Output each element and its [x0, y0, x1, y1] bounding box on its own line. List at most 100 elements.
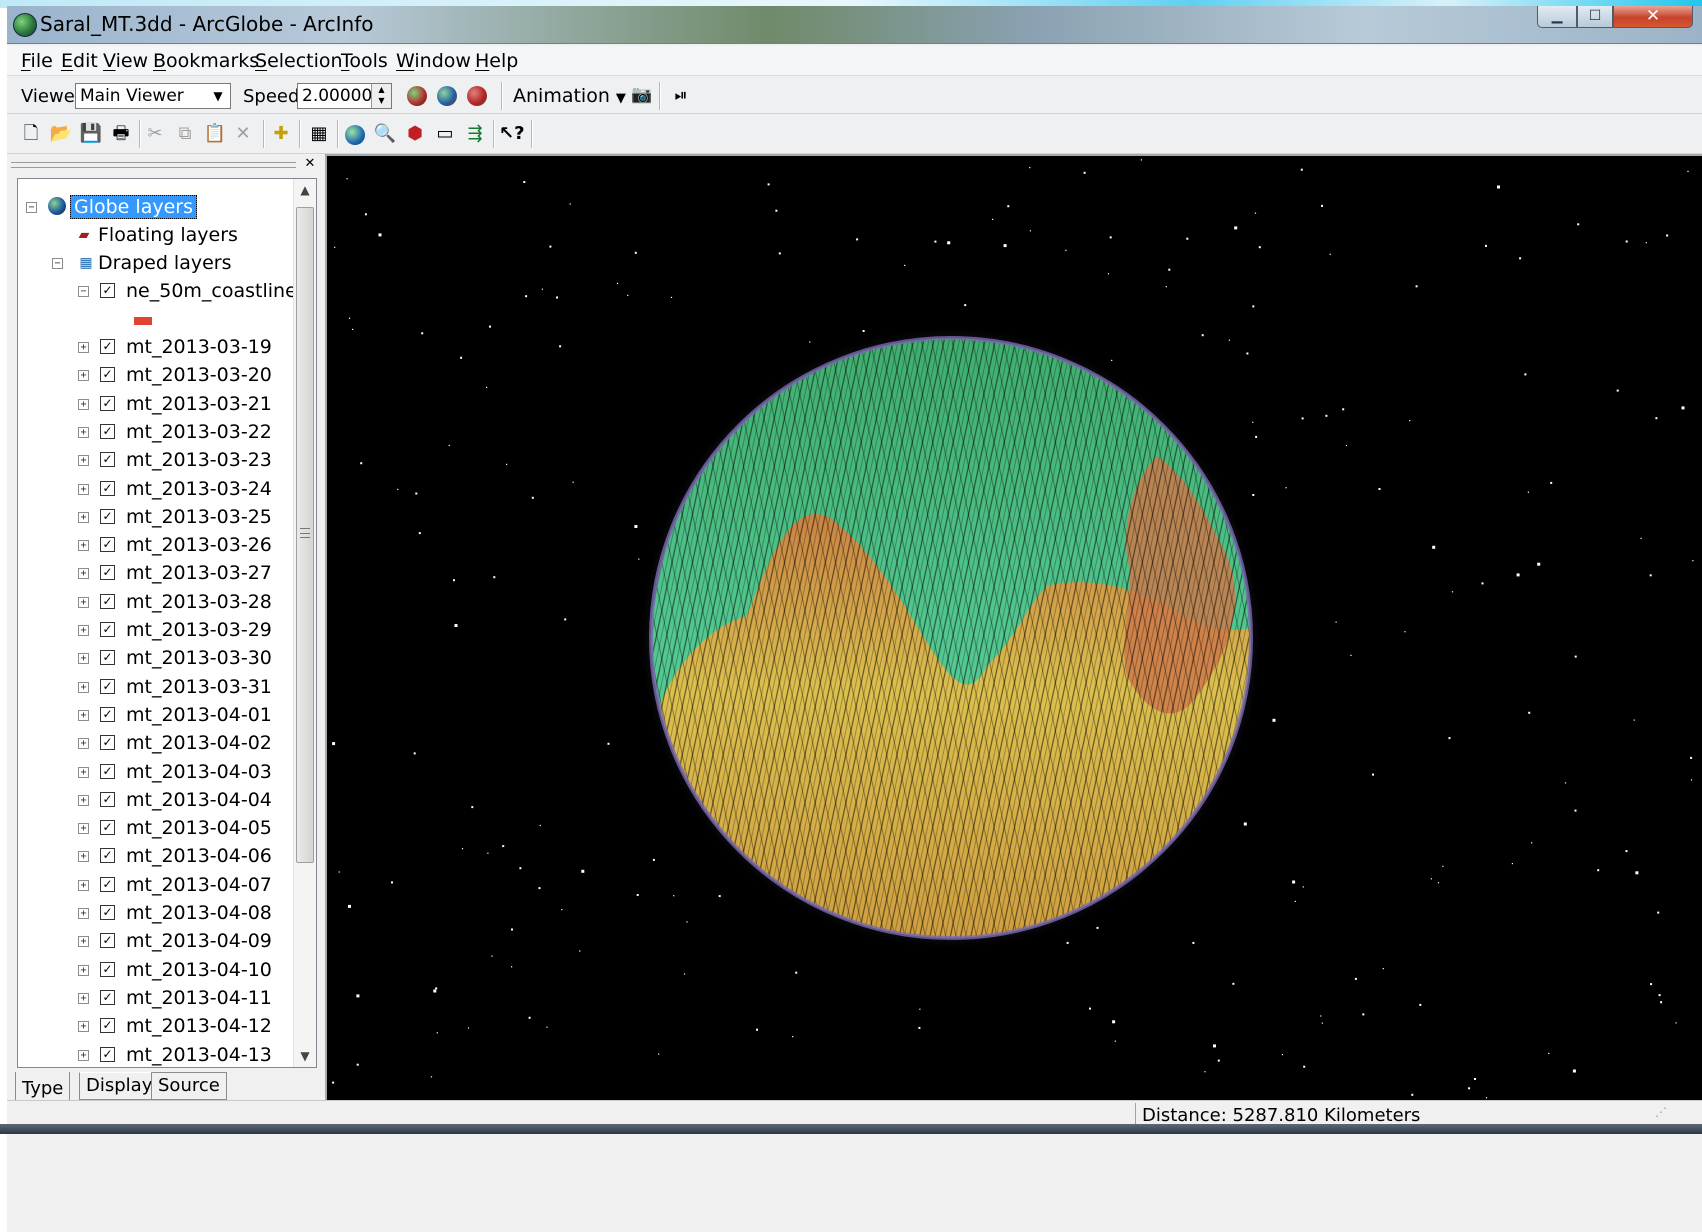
- print-icon[interactable]: 🖶: [112, 123, 130, 144]
- speed-spinner[interactable]: ▲ ▼: [371, 84, 391, 108]
- save-icon[interactable]: 💾: [79, 123, 103, 144]
- model-builder-icon[interactable]: ⇶: [467, 123, 483, 144]
- tree-node-layer[interactable]: + ✓ mt_2013-03-21: [18, 390, 288, 418]
- expand-icon[interactable]: +: [78, 908, 89, 919]
- scroll-thumb[interactable]: [296, 207, 314, 863]
- layer-visibility-checkbox[interactable]: ✓: [100, 905, 115, 920]
- tree-node-layer[interactable]: + ✓ mt_2013-04-04: [18, 786, 288, 814]
- layer-visibility-checkbox[interactable]: ✓: [100, 933, 115, 949]
- delete-icon[interactable]: ✕: [235, 123, 251, 144]
- layer-visibility-checkbox[interactable]: ✓: [100, 678, 115, 694]
- layer-visibility-checkbox[interactable]: ✓: [100, 395, 115, 411]
- whats-this-help-icon[interactable]: ↖?: [499, 123, 525, 144]
- menu-help[interactable]: Help: [475, 50, 519, 72]
- zoom-globe-icon[interactable]: [467, 86, 487, 106]
- tree-node-layer[interactable]: + ✓ mt_2013-04-08: [18, 899, 288, 927]
- tree-node-coastline[interactable]: − ✓ ne_50m_coastline: [18, 277, 297, 305]
- scroll-up-icon[interactable]: ▲: [300, 183, 310, 197]
- layer-visibility-checkbox[interactable]: ✓: [100, 423, 115, 439]
- expand-icon[interactable]: +: [78, 342, 89, 353]
- tree-node-layer[interactable]: + ✓ mt_2013-03-24: [18, 475, 288, 503]
- close-button[interactable]: ✕: [1613, 6, 1693, 28]
- layer-visibility-checkbox[interactable]: ✓: [100, 961, 115, 977]
- tree-node-globe-layers[interactable]: − Globe layers: [18, 193, 288, 221]
- expand-icon[interactable]: +: [78, 596, 89, 608]
- tree-node-layer[interactable]: + ✓ mt_2013-04-07: [18, 871, 288, 899]
- expand-icon[interactable]: +: [78, 681, 89, 693]
- expand-icon[interactable]: +: [78, 625, 89, 636]
- globe-layers-label[interactable]: Globe layers: [70, 195, 197, 219]
- tab-source[interactable]: Source: [151, 1072, 227, 1100]
- expand-icon[interactable]: +: [78, 511, 89, 523]
- vertical-scrollbar[interactable]: ▲ ▼: [293, 179, 316, 1067]
- coastline-symbol-swatch[interactable]: [134, 317, 152, 325]
- expand-icon[interactable]: +: [78, 483, 89, 495]
- cut-icon[interactable]: ✂: [147, 123, 163, 144]
- tree-node-layer[interactable]: + ✓ mt_2013-03-31: [18, 673, 288, 701]
- tree-node-layer[interactable]: + ✓ mt_2013-04-12: [18, 1012, 288, 1040]
- animation-dropdown[interactable]: Animation ▼: [513, 85, 626, 107]
- tree-node-layer[interactable]: + ✓ mt_2013-03-30: [18, 644, 288, 672]
- expand-icon[interactable]: +: [78, 1021, 89, 1033]
- tree-node-layer[interactable]: + ✓ mt_2013-04-10: [18, 956, 288, 984]
- layer-visibility-checkbox[interactable]: ✓: [100, 763, 115, 779]
- menu-tools[interactable]: Tools: [341, 50, 388, 72]
- resize-grip-icon[interactable]: ⋰: [1655, 1105, 1667, 1119]
- minimize-button[interactable]: ▁: [1537, 6, 1577, 28]
- layer-visibility-checkbox[interactable]: ✓: [100, 593, 115, 609]
- tree-node-layer[interactable]: + ✓ mt_2013-04-02: [18, 729, 288, 757]
- expand-icon[interactable]: +: [78, 851, 89, 863]
- animation-controls-icon[interactable]: ⏯: [674, 85, 688, 104]
- layer-visibility-checkbox[interactable]: ✓: [100, 989, 115, 1005]
- tab-display[interactable]: Display: [79, 1072, 160, 1100]
- expand-icon[interactable]: +: [78, 823, 89, 835]
- tree-node-layer[interactable]: + ✓ mt_2013-03-19: [18, 333, 288, 361]
- expand-icon[interactable]: +: [78, 964, 89, 976]
- tree-node-layer[interactable]: + ✓ mt_2013-04-13: [18, 1041, 288, 1068]
- layer-visibility-checkbox[interactable]: ✓: [100, 537, 115, 553]
- expand-icon[interactable]: +: [78, 370, 89, 382]
- tree-node-layer[interactable]: + ✓ mt_2013-03-29: [18, 616, 288, 644]
- expand-icon[interactable]: +: [78, 653, 89, 665]
- layer-visibility-checkbox[interactable]: ✓: [100, 706, 115, 722]
- expand-icon[interactable]: +: [78, 992, 89, 1004]
- expand-icon[interactable]: +: [78, 794, 89, 806]
- expand-icon[interactable]: +: [78, 766, 89, 778]
- tree-node-layer[interactable]: + ✓ mt_2013-04-09: [18, 927, 288, 955]
- expand-icon[interactable]: +: [78, 709, 89, 721]
- toolbox-icon[interactable]: ⬢: [407, 123, 423, 144]
- tree-node-layer[interactable]: + ✓ mt_2013-03-20: [18, 361, 288, 389]
- expand-icon[interactable]: +: [78, 1049, 89, 1061]
- speed-input[interactable]: 2.000000 ▲ ▼: [297, 83, 392, 109]
- tree-node-layer[interactable]: + ✓ mt_2013-04-05: [18, 814, 288, 842]
- tree-node-layer[interactable]: + ✓ mt_2013-04-11: [18, 984, 288, 1012]
- menu-edit[interactable]: Edit: [61, 50, 98, 72]
- expand-icon[interactable]: +: [78, 936, 89, 948]
- new-document-icon[interactable]: 🗋: [23, 123, 39, 144]
- title-bar[interactable]: Saral_MT.3dd - ArcGlobe - ArcInfo ▁ ☐ ✕: [7, 6, 1702, 44]
- expand-icon[interactable]: +: [78, 398, 89, 410]
- expand-icon[interactable]: +: [78, 568, 89, 580]
- camera-capture-icon[interactable]: 📷: [631, 85, 653, 105]
- layer-visibility-checkbox[interactable]: ✓: [100, 480, 115, 496]
- globe-viewer[interactable]: [325, 154, 1702, 1100]
- window-icon[interactable]: ▭: [436, 123, 454, 144]
- layer-visibility-checkbox[interactable]: ✓: [100, 622, 115, 637]
- tree-node-layer[interactable]: + ✓ mt_2013-04-01: [18, 701, 288, 729]
- menu-selection[interactable]: Selection: [255, 50, 343, 72]
- open-folder-icon[interactable]: 📂: [49, 123, 73, 144]
- layer-visibility-checkbox[interactable]: ✓: [100, 876, 115, 892]
- layer-visibility-checkbox[interactable]: ✓: [100, 791, 115, 807]
- search-icon[interactable]: 🔍: [373, 123, 397, 144]
- tree-node-floating-layers[interactable]: ▰ Floating layers: [18, 221, 288, 249]
- copy-icon[interactable]: ⧉: [178, 123, 192, 144]
- tab-type[interactable]: Type: [15, 1072, 71, 1102]
- layer-visibility-checkbox[interactable]: ✓: [100, 1018, 115, 1034]
- scroll-down-icon[interactable]: ▼: [300, 1049, 310, 1063]
- expand-icon[interactable]: +: [78, 426, 89, 438]
- collapse-icon[interactable]: −: [26, 202, 37, 213]
- panel-grip[interactable]: [11, 162, 296, 168]
- maximize-button[interactable]: ☐: [1577, 6, 1613, 28]
- globe-view-icon[interactable]: [345, 125, 365, 145]
- layer-visibility-checkbox[interactable]: ✓: [100, 508, 115, 524]
